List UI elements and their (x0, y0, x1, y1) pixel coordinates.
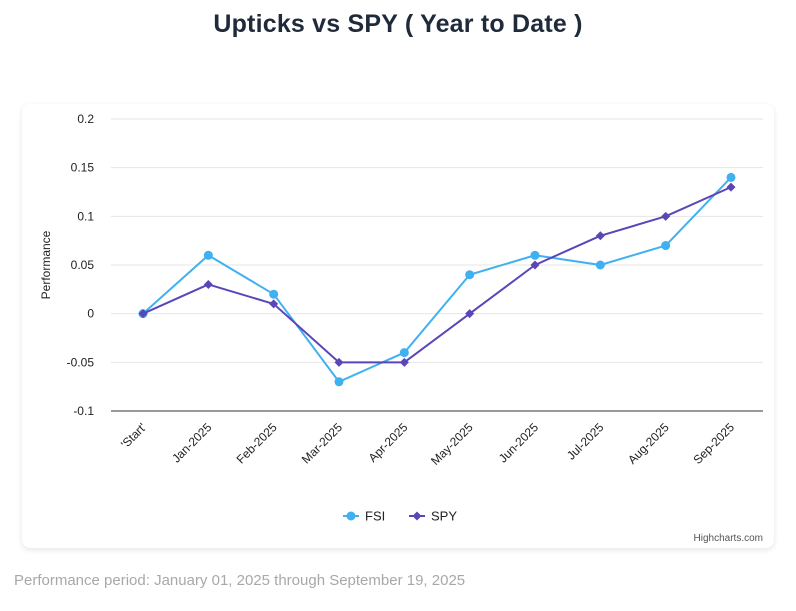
x-tick-label: Jul-2025 (564, 420, 607, 463)
data-point-fsi[interactable] (595, 260, 605, 270)
performance-period-note: Performance period: January 01, 2025 thr… (14, 572, 466, 589)
grid-lines (111, 118, 763, 363)
data-point-fsi[interactable] (334, 377, 344, 387)
x-tick-label: Apr-2025 (366, 420, 411, 465)
series-line-spy (142, 186, 732, 364)
x-tick-label: Feb-2025 (234, 420, 280, 466)
x-tick-label: Sep-2025 (690, 420, 737, 467)
y-axis-tick-labels: -0.1 -0.05 0 0.05 0.1 0.15 0.2 (67, 112, 95, 418)
y-tick-label: 0.15 (71, 161, 95, 175)
data-point-spy[interactable] (399, 357, 409, 367)
credits-link[interactable]: Highcharts.com (694, 533, 763, 544)
data-point-spy[interactable] (595, 231, 605, 241)
legend-marker (412, 511, 422, 521)
data-point-spy[interactable] (334, 357, 344, 367)
y-tick-label: 0 (87, 307, 94, 321)
data-point-fsi[interactable] (530, 250, 540, 260)
y-tick-label: 0.1 (77, 209, 94, 223)
series-lines (138, 172, 736, 387)
legend-label: SPY (431, 509, 457, 524)
y-tick-label: 0.2 (77, 112, 94, 126)
legend-label: FSI (365, 509, 385, 524)
chart-title: Upticks vs SPY ( Year to Date ) (213, 10, 583, 38)
y-tick-label: -0.1 (73, 404, 94, 418)
data-point-fsi[interactable] (203, 250, 213, 260)
y-tick-label: -0.05 (67, 355, 95, 369)
chart-card (22, 104, 774, 548)
data-point-spy[interactable] (138, 309, 148, 319)
y-tick-label: 0.05 (71, 258, 95, 272)
data-point-spy[interactable] (465, 309, 475, 319)
data-point-fsi[interactable] (399, 348, 409, 358)
x-tick-label: Jan-2025 (169, 420, 215, 466)
legend[interactable]: FSI SPY (343, 509, 457, 524)
legend-item-spy[interactable]: SPY (409, 509, 457, 524)
x-axis-tick-labels: 'Start' Jan-2025 Feb-2025 Mar-2025 Apr-2025 M… (118, 420, 737, 468)
series-fsi (138, 172, 736, 387)
x-tick-label: May-2025 (428, 420, 476, 468)
data-point-fsi[interactable] (726, 172, 736, 182)
legend-item-fsi[interactable]: FSI (343, 509, 385, 524)
data-point-fsi[interactable] (661, 241, 671, 251)
series-spy (138, 182, 736, 367)
legend-marker (346, 511, 356, 521)
series-line-fsi (142, 176, 732, 383)
x-tick-label: Aug-2025 (625, 420, 672, 467)
data-point-fsi[interactable] (465, 270, 475, 280)
data-point-spy[interactable] (661, 211, 671, 221)
data-point-spy[interactable] (530, 260, 540, 270)
x-tick-label: Jun-2025 (496, 420, 542, 466)
y-axis-title: Performance (39, 230, 53, 299)
data-point-fsi[interactable] (269, 289, 279, 299)
data-point-spy[interactable] (269, 299, 279, 309)
data-point-spy[interactable] (203, 279, 213, 289)
data-point-spy[interactable] (726, 182, 736, 192)
x-tick-label: Mar-2025 (299, 420, 345, 466)
x-tick-label: 'Start' (118, 420, 149, 451)
